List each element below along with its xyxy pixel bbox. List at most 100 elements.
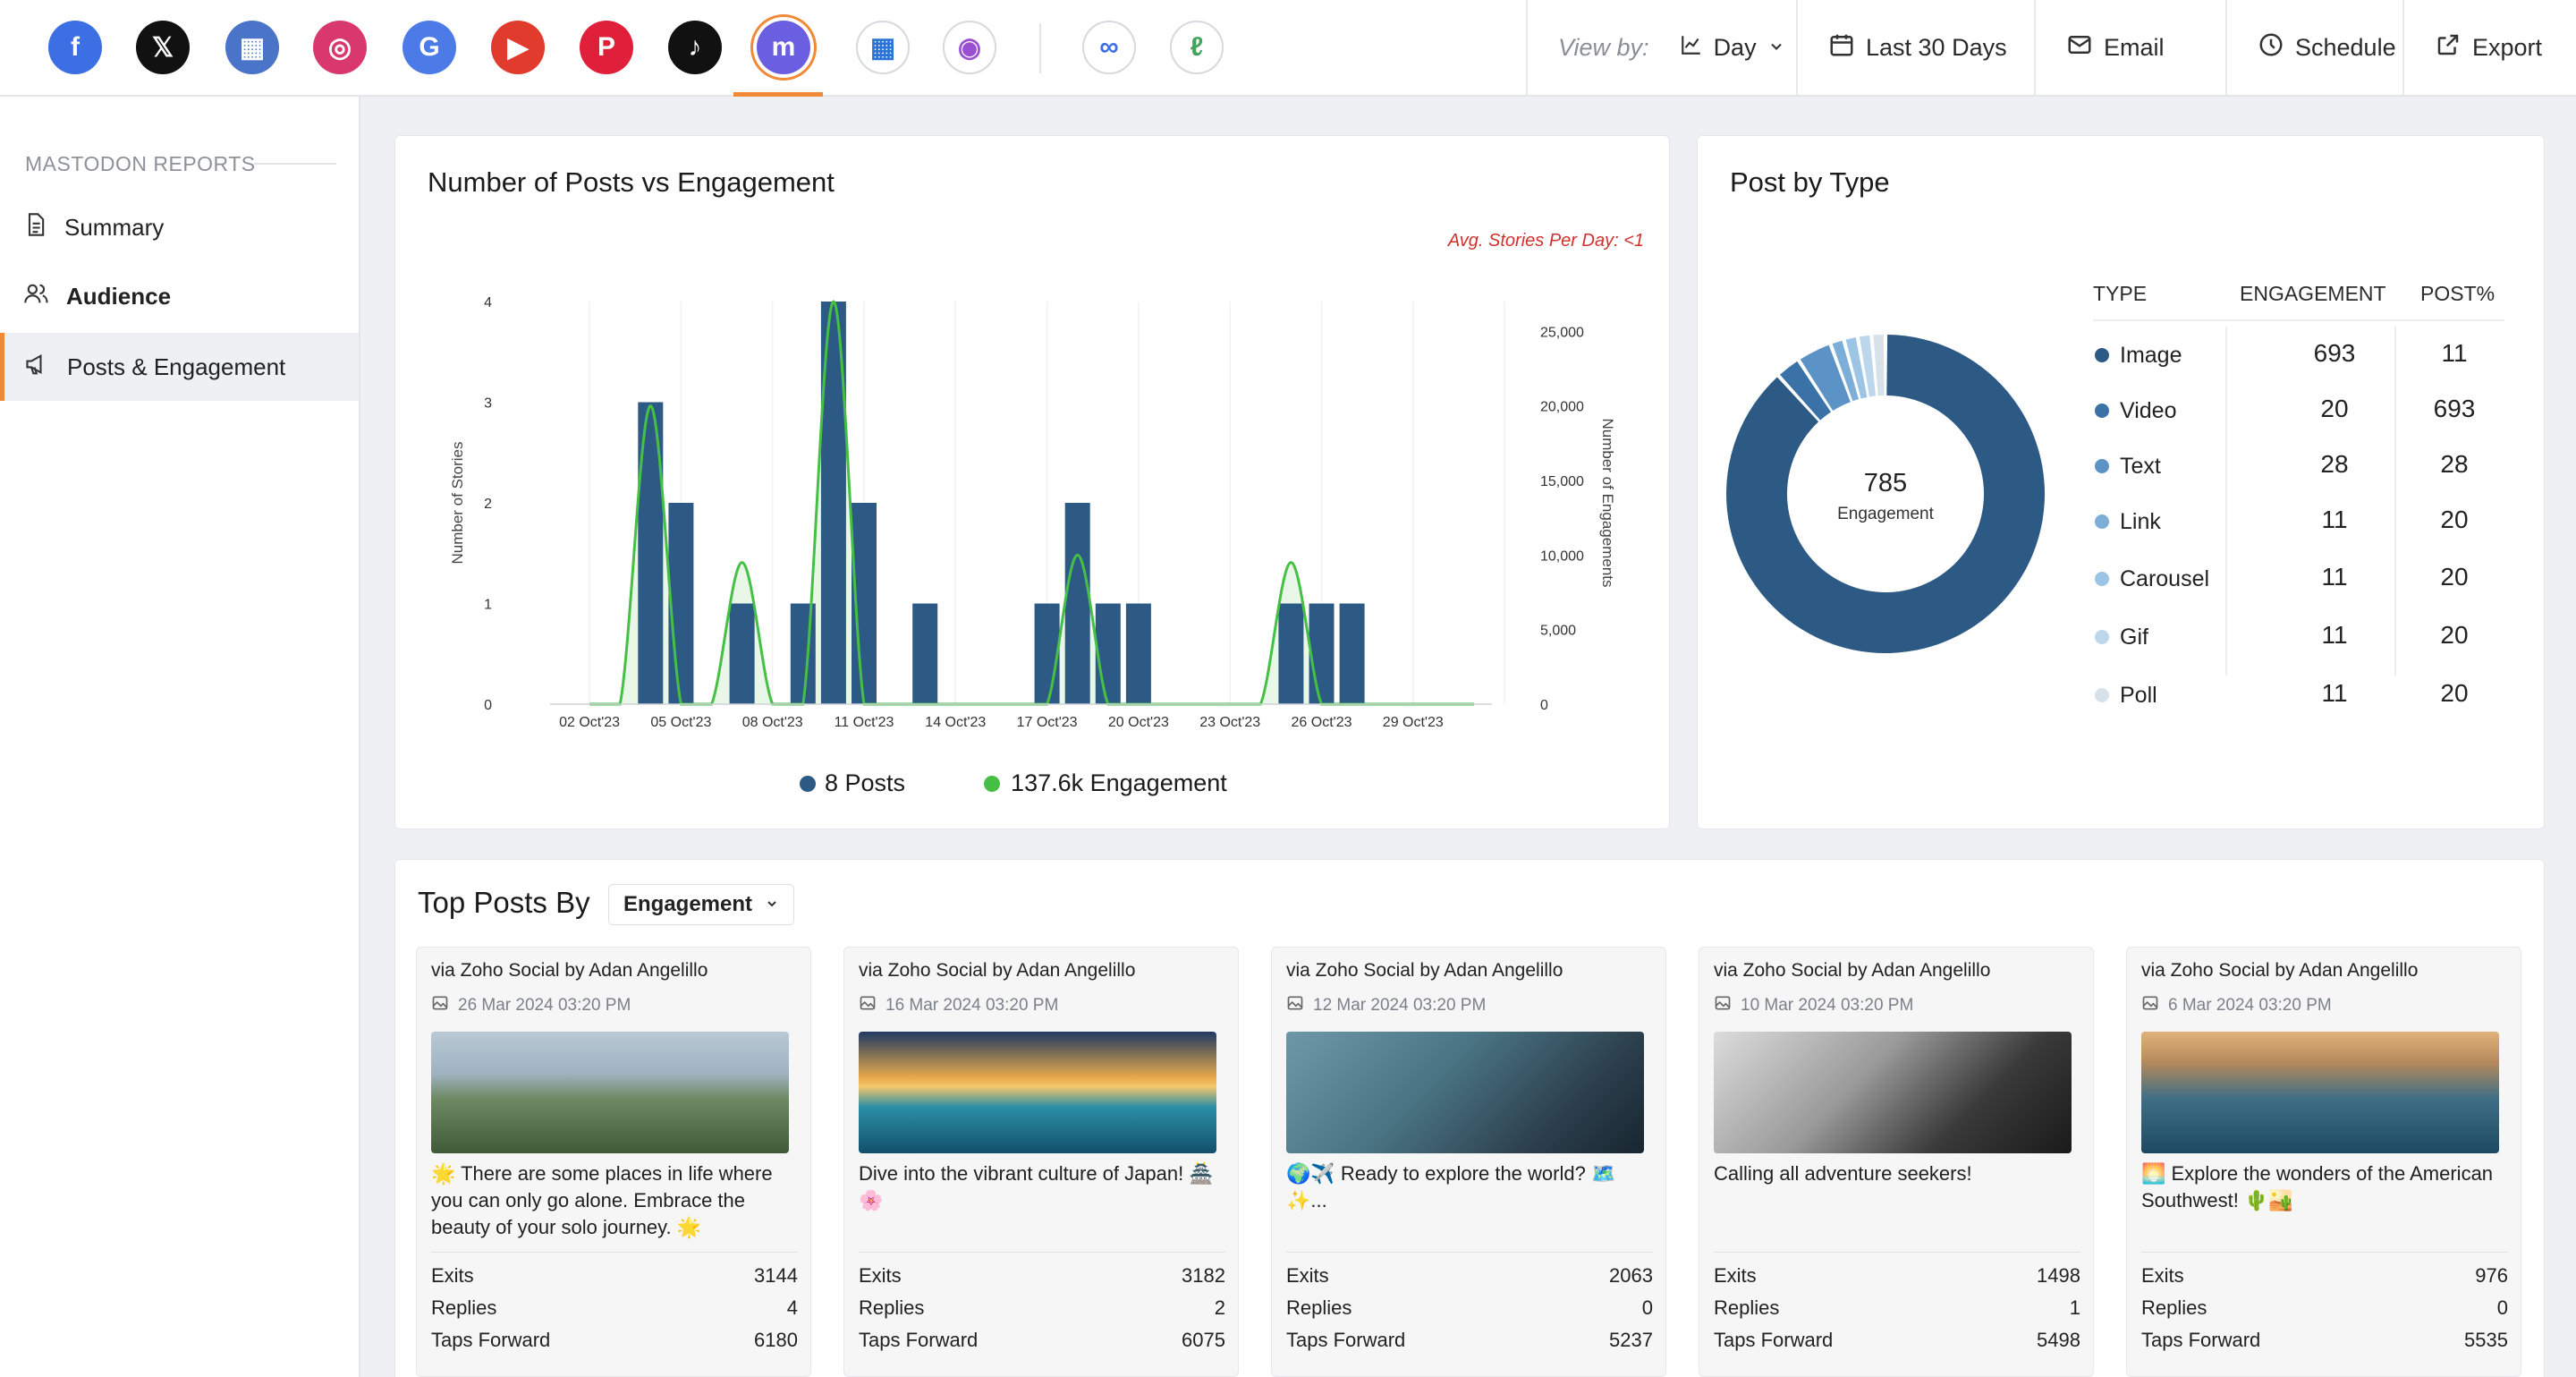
- x-tick-label: 17 Oct'23: [1017, 715, 1078, 730]
- legend-posts-swatch: [800, 775, 816, 792]
- posts-bar: [790, 603, 816, 704]
- post-date: 12 Mar 2024 03:20 PM: [1286, 994, 1486, 1017]
- post-divider: [1286, 1252, 1653, 1253]
- stat-label: Taps Forward: [1714, 1329, 1834, 1351]
- y-tick-label: 0: [484, 698, 492, 713]
- stat-label: Exits: [2141, 1264, 2184, 1287]
- view-by-control[interactable]: View by: Day: [1526, 0, 1796, 95]
- chart-legend: 8 Posts 137.6k Engagement: [800, 769, 1227, 797]
- google-business-icon[interactable]: G: [402, 21, 456, 74]
- post-date-text: 12 Mar 2024 03:20 PM: [1313, 996, 1487, 1015]
- post-divider: [431, 1252, 798, 1253]
- x-tick-label: 14 Oct'23: [925, 715, 986, 730]
- posts-bar: [1309, 603, 1335, 704]
- post-stat-taps-forward: Taps Forward 5237: [1286, 1329, 1653, 1356]
- posts-bar: [1034, 603, 1060, 704]
- type-name: Gif: [2120, 625, 2148, 650]
- type-color-dot: [2095, 630, 2109, 644]
- donut-center-label: Engagement: [1837, 505, 1934, 523]
- stat-value: 2: [1214, 1296, 1225, 1319]
- post-image-camera[interactable]: [1714, 1032, 2072, 1153]
- facebook-icon[interactable]: f: [48, 21, 102, 74]
- mastodon-icon[interactable]: m: [757, 21, 810, 74]
- chevron-down-icon: [1767, 34, 1796, 62]
- donut-slice-video: [1780, 361, 1831, 421]
- sidebar-item-summary[interactable]: Summary: [0, 193, 359, 261]
- stat-label: Taps Forward: [431, 1329, 551, 1351]
- posts-engagement-chart: 0 1 2 3 4 0 5,000 10,000 15,000 20,000 25,000 Numbe…: [449, 295, 1616, 730]
- stat-label: Exits: [431, 1264, 474, 1287]
- stat-value: 3144: [754, 1264, 798, 1287]
- post-type-row: Image 693 11: [2093, 337, 2504, 373]
- email-button[interactable]: Email: [2034, 0, 2225, 95]
- donut-slice-text: [1800, 344, 1851, 412]
- export-label: Export: [2472, 33, 2543, 61]
- stat-value: 0: [1641, 1296, 1653, 1319]
- stat-label: Exits: [1286, 1264, 1329, 1287]
- post-type-row: Poll 11 20: [2093, 677, 2504, 713]
- tiktok-icon[interactable]: ♪: [668, 21, 722, 74]
- donut-slice-link: [1832, 340, 1860, 402]
- x-icon[interactable]: 𝕏: [136, 21, 190, 74]
- threads-icon[interactable]: ◉: [943, 21, 996, 74]
- stat-value: 5498: [2037, 1329, 2080, 1351]
- post-image-sunset-beach[interactable]: [859, 1032, 1216, 1153]
- post-text: Calling all adventure seekers!: [1714, 1162, 1972, 1185]
- posts-bar: [1125, 603, 1151, 704]
- x-tick-label: 20 Oct'23: [1108, 715, 1169, 730]
- post-image-mountain-hiker[interactable]: [431, 1032, 789, 1153]
- export-button[interactable]: Export: [2402, 0, 2576, 95]
- donut-slice-gif: [1859, 335, 1877, 397]
- image-icon: [859, 994, 886, 1017]
- post-image-ocean-waves[interactable]: [2141, 1032, 2499, 1153]
- y2-tick-label: 0: [1540, 698, 1548, 713]
- table-header-rule: [2093, 319, 2504, 321]
- y2-tick-label: 20,000: [1540, 400, 1584, 415]
- post-stat-replies: Replies 0: [1286, 1296, 1653, 1323]
- sidebar-item-audience[interactable]: Audience: [0, 262, 359, 330]
- post-image-backpacker[interactable]: [1286, 1032, 1644, 1153]
- type-color-dot: [2095, 572, 2109, 586]
- sidebar-item-posts-engagement[interactable]: Posts & Engagement: [0, 333, 359, 401]
- youtube-icon[interactable]: ▶: [491, 21, 545, 74]
- legend-engagement-label: 137.6k Engagement: [1011, 769, 1227, 796]
- post-date: 16 Mar 2024 03:20 PM: [859, 994, 1058, 1017]
- export-icon: [2435, 31, 2472, 64]
- stat-value: 4: [786, 1296, 798, 1319]
- pinterest-icon[interactable]: P: [580, 21, 633, 74]
- post-stat-taps-forward: Taps Forward 5498: [1714, 1329, 2080, 1356]
- stat-label: Taps Forward: [1286, 1329, 1406, 1351]
- instagram-icon[interactable]: ◎: [313, 21, 367, 74]
- top-post-card[interactable]: via Zoho Social by Adan Angelillo 10 Mar …: [1699, 947, 2094, 1377]
- donut-slice-poll: [1873, 335, 1885, 396]
- type-color-dot: [2095, 688, 2109, 702]
- top-post-card[interactable]: via Zoho Social by Adan Angelillo 16 Mar …: [843, 947, 1239, 1377]
- post-text: 🌟 There are some places in life where yo…: [431, 1162, 773, 1238]
- linkedin-pages-icon[interactable]: ▦: [225, 21, 279, 74]
- zoho-icon[interactable]: ℓ: [1170, 21, 1224, 74]
- date-range-button[interactable]: Last 30 Days: [1796, 0, 2034, 95]
- date-range-label: Last 30 Days: [1866, 33, 2007, 61]
- type-engagement: 11: [2321, 679, 2348, 707]
- network-divider: [1039, 23, 1041, 73]
- top-post-card[interactable]: via Zoho Social by Adan Angelillo 12 Mar …: [1271, 947, 1666, 1377]
- post-source: via Zoho Social by Adan Angelillo: [859, 960, 1136, 981]
- stat-label: Replies: [431, 1296, 497, 1319]
- post-date: 6 Mar 2024 03:20 PM: [2141, 994, 2332, 1017]
- mail-icon: [2066, 31, 2104, 64]
- microsoft-icon[interactable]: ▦: [856, 21, 910, 74]
- posts-bar: [668, 503, 694, 704]
- view-by-value: Day: [1713, 33, 1757, 61]
- top-post-card[interactable]: via Zoho Social by Adan Angelillo 26 Mar …: [416, 947, 811, 1377]
- post-date-text: 16 Mar 2024 03:20 PM: [886, 996, 1059, 1015]
- top-posts-sort-select[interactable]: Engagement: [608, 884, 794, 925]
- top-post-card[interactable]: via Zoho Social by Adan Angelillo 6 Mar 2…: [2126, 947, 2521, 1377]
- post-stat-exits: Exits 1498: [1714, 1264, 2080, 1291]
- stat-label: Replies: [1714, 1296, 1780, 1319]
- col-type-header: TYPE: [2093, 282, 2148, 305]
- y-tick-label: 3: [484, 396, 492, 412]
- bluesky-icon[interactable]: ∞: [1082, 21, 1136, 74]
- schedule-button[interactable]: Schedule: [2225, 0, 2402, 95]
- post-stat-exits: Exits 2063: [1286, 1264, 1653, 1291]
- x-tick-label: 26 Oct'23: [1292, 715, 1352, 730]
